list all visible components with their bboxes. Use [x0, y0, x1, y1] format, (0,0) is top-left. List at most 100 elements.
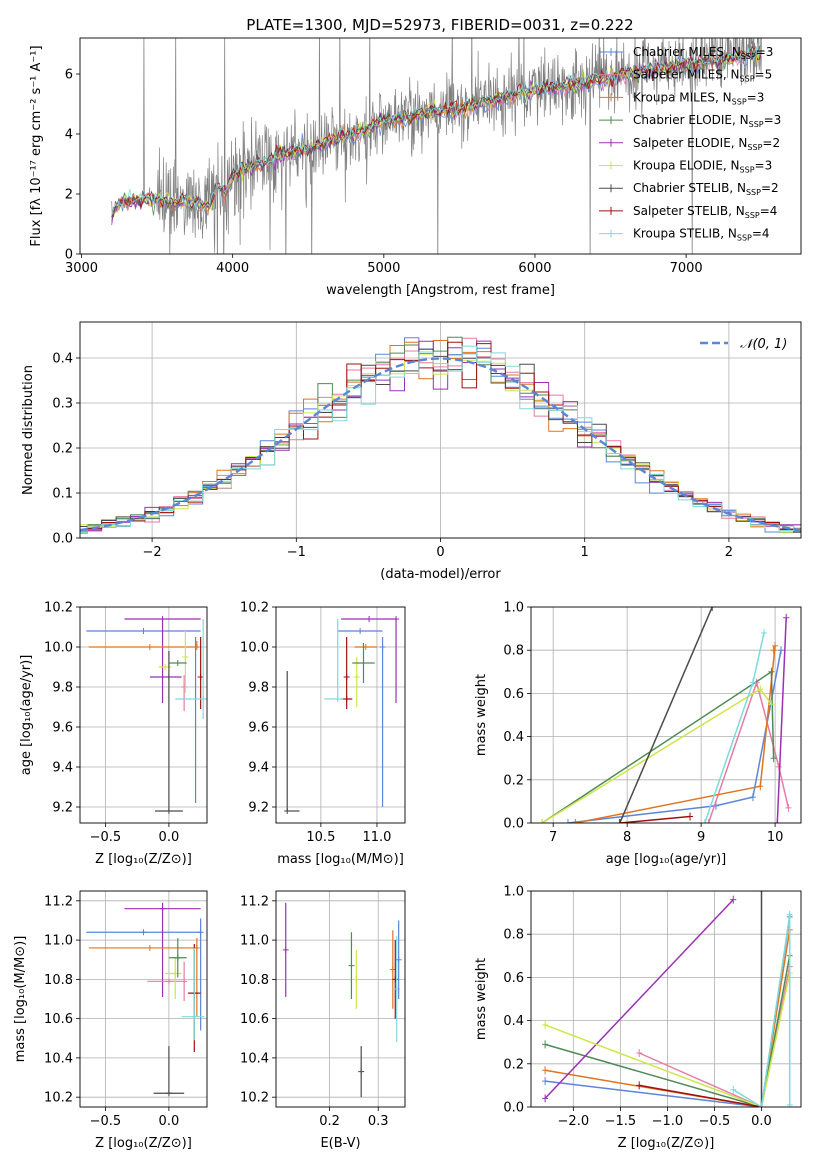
x-tick-label: 5000 — [367, 261, 400, 276]
data-point-marker — [772, 641, 779, 650]
legend-subscript: SSP — [746, 188, 761, 197]
data-point-marker — [785, 803, 792, 812]
y-tick-label: 4 — [65, 128, 73, 143]
y-tick-label: 10.0 — [240, 641, 269, 656]
massweight-line — [544, 972, 791, 1107]
legend-count: =4 — [752, 227, 770, 241]
y-axis-label: age [log₁₀(age/yr)] — [19, 655, 34, 776]
massweight-line — [544, 929, 791, 1107]
data-point-marker — [786, 1100, 793, 1107]
y-tick-label: 10.8 — [44, 973, 73, 988]
data-point-marker — [182, 654, 189, 660]
y-tick-label: 0.4 — [52, 352, 73, 367]
data-point-marker — [564, 819, 571, 823]
mass-vs-metallicity-panel: −0.5 0.0 10.2 10.4 10.6 10.8 11.0 11.2 Z [log₁₀(… — [13, 890, 208, 1151]
y-tick-label: 10.2 — [44, 601, 73, 616]
x-axis-label: age [log₁₀(age/yr)] — [606, 852, 727, 867]
y-tick-label: 0.0 — [52, 532, 73, 547]
x-tick-label: 1 — [581, 545, 589, 560]
data-point-marker — [181, 684, 188, 690]
massweight-line — [541, 688, 773, 823]
x-tick-label: 0.0 — [159, 1114, 180, 1129]
data-point-marker — [395, 956, 402, 963]
y-tick-label: 0 — [65, 248, 73, 263]
data-point-marker — [165, 1090, 172, 1097]
axes-frame — [275, 606, 406, 824]
y-tick-label: 0.6 — [503, 971, 524, 986]
legend-subscript: SSP — [732, 97, 747, 106]
legend-label: Salpeter MILES, NSSP=5 — [633, 68, 772, 84]
data-point-marker — [165, 808, 172, 814]
data-point-marker — [786, 910, 793, 919]
data-point-marker — [749, 678, 756, 687]
normal-reference-curve — [80, 357, 801, 532]
data-point-marker — [770, 646, 777, 655]
data-point-marker — [348, 962, 355, 969]
y-tick-label: 9.4 — [52, 761, 73, 776]
data-point-marker — [768, 700, 775, 709]
y-tick-label: 10.6 — [240, 1012, 269, 1027]
data-point-marker — [636, 1081, 643, 1090]
y-tick-label: 10.0 — [44, 641, 73, 656]
data-point-marker — [778, 646, 785, 655]
y-tick-label: 1.0 — [503, 601, 524, 616]
data-point-marker — [757, 782, 764, 791]
legend-count: =3 — [747, 90, 765, 104]
y-tick-label: 9.8 — [52, 681, 73, 696]
data-point-marker — [616, 819, 623, 823]
massweight-line — [575, 645, 776, 823]
data-point-marker — [360, 660, 367, 666]
y-tick-label: 9.6 — [248, 721, 269, 736]
legend-label: Chabrier STELIB, NSSP=2 — [633, 181, 779, 197]
data-point-marker — [542, 1040, 549, 1049]
y-tick-label: 10.4 — [240, 1051, 269, 1066]
massweight-line — [707, 680, 790, 823]
data-point-marker — [379, 644, 386, 650]
axes-frame — [530, 890, 802, 1108]
massweight-line — [732, 914, 791, 1107]
x-tick-label: 0.0 — [159, 830, 180, 845]
data-point-marker — [539, 819, 546, 823]
data-point-marker — [357, 628, 364, 634]
data-point-marker — [572, 819, 579, 823]
data-point-marker — [768, 667, 775, 676]
x-tick-label: 0.3 — [368, 1114, 389, 1129]
massweight-line — [776, 617, 787, 823]
legend-label: Kroupa MILES, NSSP=3 — [633, 90, 764, 106]
legend-subscript: SSP — [745, 211, 760, 220]
data-point-marker — [542, 1094, 549, 1103]
model-spectrum-line — [111, 46, 762, 218]
x-tick-label: 10 — [767, 830, 784, 845]
data-point-marker — [165, 978, 172, 985]
y-tick-label: 0.8 — [503, 928, 524, 943]
data-point-marker — [758, 1103, 765, 1107]
y-axis-label: Normed distribution — [21, 365, 36, 495]
y-tick-label: 9.6 — [52, 721, 73, 736]
data-point-marker — [783, 613, 790, 622]
y-tick-label: 10.2 — [44, 1091, 73, 1106]
age-vs-metallicity-panel: −0.5 0.0 9.2 9.4 9.6 9.8 10.0 10.2 Z [log₁₀(Z/Z⊙… — [19, 601, 208, 867]
x-axis-label: (data-model)/error — [380, 567, 501, 582]
legend-label: Chabrier MILES, NSSP=3 — [633, 45, 773, 61]
massweight-vs-age-panel: 7 8 9 10 0.0 0.2 0.4 0.6 0.8 1.0 age [log₁₀(age/yr… — [474, 601, 802, 867]
axes-frame — [79, 321, 802, 539]
y-tick-label: 0.1 — [52, 487, 73, 502]
massweight-vs-metallicity-panel: −2.0 −1.5 −1.0 −0.5 0.0 0.0 0.2 0.4 0.6 0.8 1.0 Z [… — [474, 885, 802, 1151]
data-point-marker — [200, 696, 207, 702]
plot-area — [531, 891, 801, 1107]
legend-count: =3 — [756, 45, 774, 59]
legend-label: Salpeter ELODIE, NSSP=2 — [633, 136, 780, 152]
axes-frame — [79, 890, 208, 1108]
plot-area — [80, 891, 207, 1107]
data-point-marker — [146, 644, 153, 650]
axes-frame — [275, 890, 406, 1108]
x-tick-label: 7 — [549, 830, 557, 845]
massweight-line — [544, 899, 734, 1099]
x-tick-label: 3000 — [65, 261, 98, 276]
x-tick-label: −2 — [143, 545, 162, 560]
plot-area — [80, 322, 801, 538]
data-point-marker — [701, 819, 708, 823]
data-point-marker — [140, 628, 147, 634]
y-tick-label: 0.4 — [503, 1014, 524, 1029]
data-point-marker — [343, 674, 350, 680]
